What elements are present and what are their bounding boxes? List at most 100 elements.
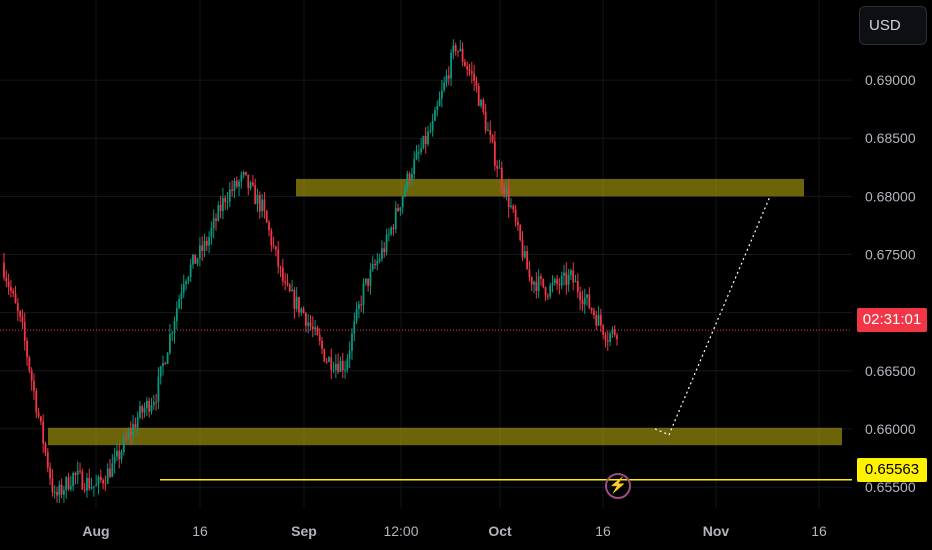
candle-body	[46, 451, 49, 468]
candle-body	[468, 69, 471, 72]
candle-body	[586, 294, 588, 298]
candle-body	[155, 401, 157, 403]
candle-body	[95, 484, 98, 487]
candle-body	[496, 165, 499, 169]
candle-body	[217, 204, 220, 221]
candle-body	[611, 329, 614, 334]
projection-path	[654, 196, 771, 436]
candle-body	[196, 258, 199, 264]
candle-body	[208, 237, 211, 246]
level-price-badge: 0.65563	[857, 458, 927, 482]
candle-body	[125, 438, 128, 440]
candle-body	[397, 208, 399, 211]
candle-body	[300, 308, 303, 313]
candle-body	[549, 285, 552, 297]
candle-body	[242, 171, 245, 176]
candle-body	[422, 136, 425, 149]
candle-body	[166, 352, 169, 364]
candle-body	[35, 390, 38, 413]
candle-body	[293, 289, 296, 309]
candle-body	[383, 248, 386, 253]
candle-body	[39, 416, 42, 422]
candle-body	[270, 230, 273, 246]
zone-rect	[296, 178, 804, 197]
lightning-icon[interactable]: ⚡	[605, 473, 631, 499]
candle-body	[334, 363, 337, 370]
candle-body	[498, 167, 501, 169]
candle-body	[51, 478, 54, 493]
candle-body	[544, 287, 547, 296]
candle-body	[263, 199, 266, 211]
candle-body	[116, 450, 118, 457]
candle-body	[371, 263, 374, 270]
candle-body	[132, 424, 134, 435]
candle-body	[489, 130, 492, 136]
candle-body	[609, 333, 611, 342]
candle-body	[341, 360, 344, 371]
candle-body	[321, 340, 323, 350]
candle-body	[240, 175, 243, 182]
candle-body	[69, 486, 72, 490]
candle-body	[235, 180, 238, 187]
candle-body	[475, 80, 478, 87]
candle-body	[169, 333, 171, 353]
candle-body	[157, 376, 160, 402]
candle-body	[369, 269, 372, 286]
candle-body	[314, 327, 317, 330]
time-tick-label: 16	[595, 523, 611, 539]
candle-body	[482, 99, 485, 112]
candle-body	[275, 246, 277, 250]
candle-body	[401, 196, 404, 208]
candle-body	[3, 262, 5, 278]
candle-body	[233, 180, 236, 191]
candle-body	[291, 289, 293, 292]
candle-body	[470, 71, 473, 74]
candle-body	[507, 188, 510, 208]
candle-body	[415, 152, 418, 160]
candle-body	[346, 358, 349, 370]
candle-body	[134, 424, 137, 428]
candle-body	[503, 186, 505, 194]
candle-body	[514, 209, 517, 222]
candle-body	[512, 205, 515, 210]
candle-body	[408, 173, 411, 181]
candle-body	[99, 476, 102, 481]
candle-body	[567, 274, 570, 285]
candle-body	[201, 245, 204, 252]
candle-body	[60, 484, 63, 495]
candle-body	[330, 357, 333, 370]
candle-body	[120, 451, 123, 460]
candle-body	[139, 406, 141, 418]
candle-body	[192, 254, 194, 265]
price-tick-label: 0.65500	[865, 479, 916, 495]
candle-body	[535, 281, 538, 292]
candle-body	[226, 201, 229, 203]
candle-body	[203, 240, 206, 252]
candle-body	[256, 194, 259, 205]
candle-body	[542, 278, 545, 288]
candle-body	[445, 75, 448, 83]
candle-body	[12, 290, 15, 294]
zone-rect	[48, 427, 842, 446]
candle-body	[219, 204, 222, 211]
candle-body	[565, 272, 568, 285]
zones	[48, 178, 842, 446]
candle-body	[30, 370, 33, 381]
candle-body	[466, 66, 469, 70]
candle-body	[394, 208, 397, 230]
candle-body	[74, 472, 77, 475]
candle-body	[420, 148, 423, 153]
candle-body	[307, 322, 310, 326]
candle-body	[434, 110, 436, 121]
candle-body	[374, 263, 376, 265]
candle-body	[344, 369, 346, 371]
candle-body	[67, 477, 70, 490]
price-tick-label: 0.67500	[865, 247, 916, 263]
candle-body	[583, 297, 586, 305]
candle-body	[56, 491, 58, 496]
candle-body	[477, 86, 480, 106]
candle-body	[491, 135, 494, 142]
candle-body	[79, 470, 81, 472]
currency-button[interactable]: USD	[859, 6, 927, 45]
